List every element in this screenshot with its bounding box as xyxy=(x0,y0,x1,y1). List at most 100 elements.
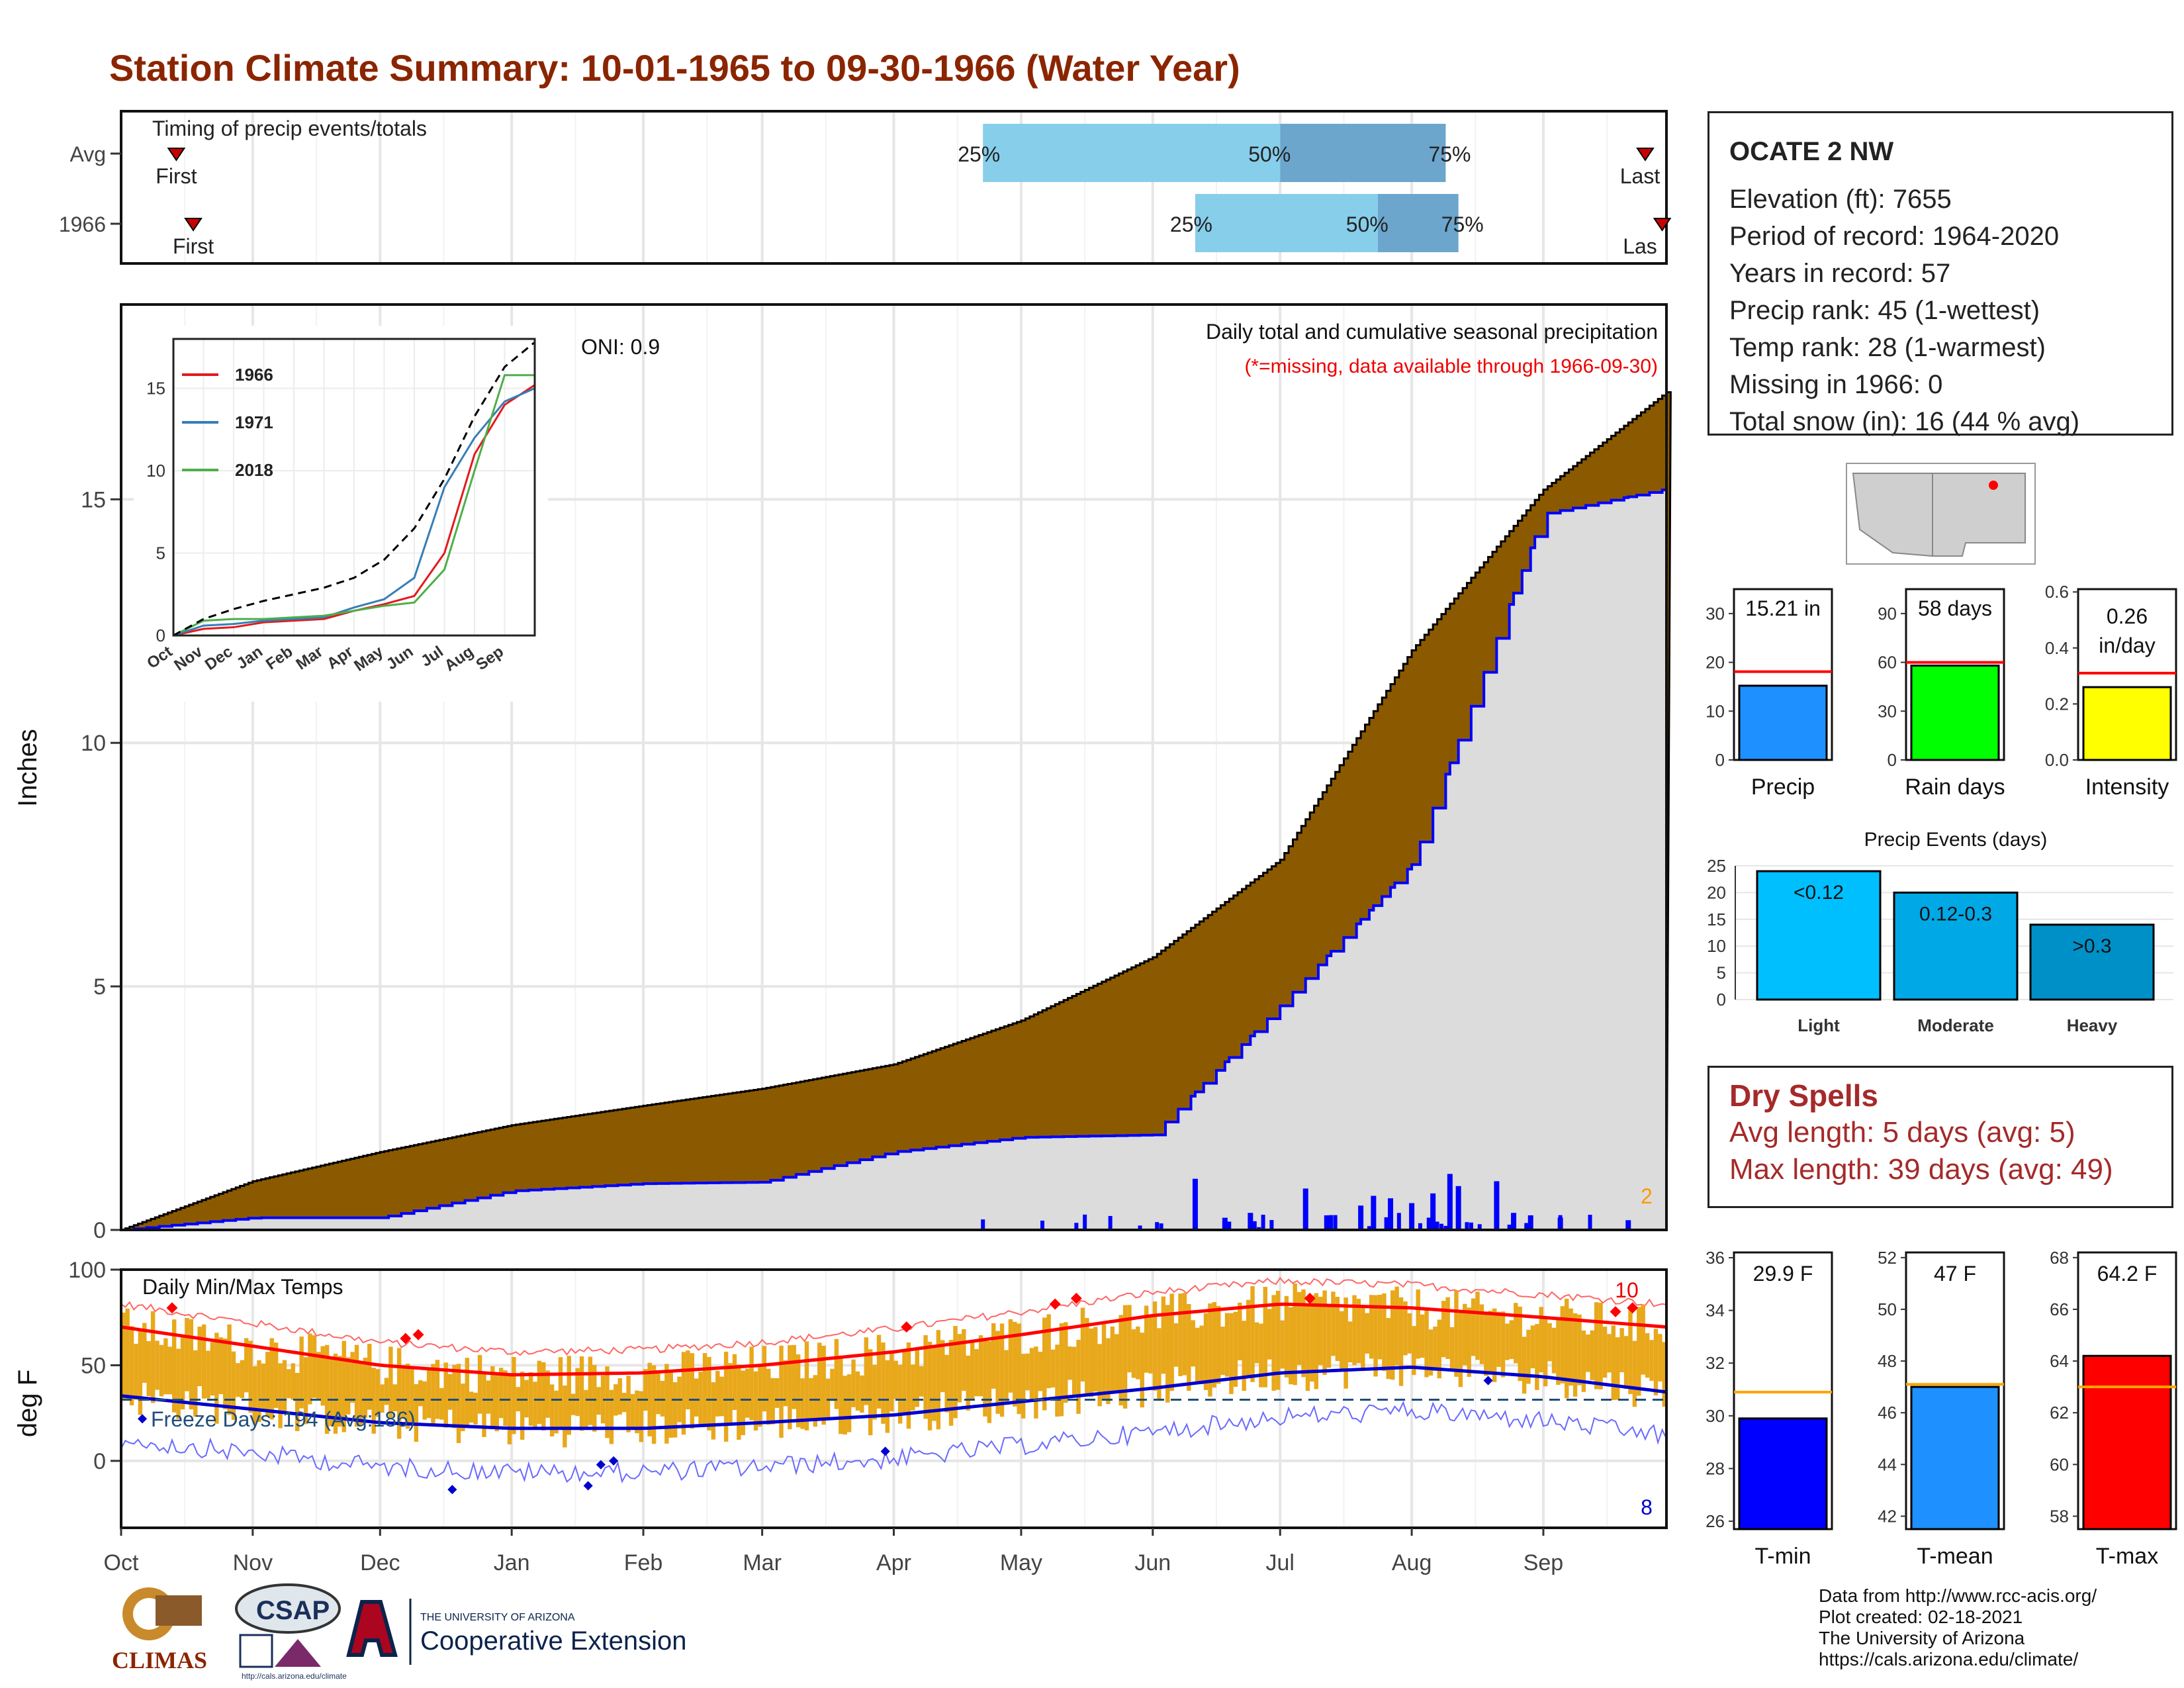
daily-temp-bar xyxy=(1398,1297,1404,1386)
daily-temp-bar xyxy=(1263,1287,1268,1387)
summary-y-tick: 60 xyxy=(1878,653,1897,673)
daily-temp-bar xyxy=(1463,1303,1467,1366)
daily-precip-bar xyxy=(1040,1220,1045,1230)
record-low-marker xyxy=(880,1446,890,1456)
daily-temp-bar xyxy=(1004,1350,1009,1402)
summary-y-tick: 52 xyxy=(1878,1248,1897,1268)
daily-temp-bar xyxy=(1122,1305,1128,1409)
month-label: Jan xyxy=(494,1550,530,1575)
daily-temp-bar xyxy=(1522,1336,1527,1394)
daily-temp-bar xyxy=(821,1345,826,1425)
daily-temp-bar xyxy=(1008,1319,1013,1393)
daily-temp-bar xyxy=(885,1360,890,1433)
daily-temp-bar xyxy=(643,1369,648,1411)
daily-temp-bar xyxy=(159,1344,164,1397)
daily-temp-bar xyxy=(796,1354,801,1428)
daily-temp-bar xyxy=(1293,1283,1297,1385)
quartile-label: 75% xyxy=(1428,142,1471,166)
daily-temp-bar xyxy=(948,1340,954,1426)
daily-temp-bar xyxy=(222,1338,228,1409)
last-marker xyxy=(1636,148,1655,162)
daily-temp-bar xyxy=(1458,1313,1463,1387)
first-label: First xyxy=(173,234,214,258)
last-marker xyxy=(1653,218,1672,232)
daily-precip-bar xyxy=(1439,1223,1444,1230)
last-label: Last xyxy=(1620,164,1661,188)
daily-temp-bar xyxy=(932,1346,936,1421)
inset-series-line xyxy=(173,341,535,637)
daily-temp-bar xyxy=(418,1380,423,1407)
daily-temp-bar xyxy=(702,1353,707,1425)
daily-temp-bar xyxy=(341,1340,346,1432)
daily-temp-bar xyxy=(431,1364,435,1426)
precip-panel-subtitle: (*=missing, data available through 1966-… xyxy=(1244,355,1658,377)
daily-temp-bar xyxy=(1187,1303,1191,1391)
daily-temp-bar xyxy=(1289,1307,1293,1385)
credit-line: The University of Arizona xyxy=(1819,1628,2025,1648)
daily-precip-bar xyxy=(1333,1215,1338,1230)
daily-temp-bar xyxy=(711,1382,716,1440)
daily-temp-bar xyxy=(584,1389,588,1427)
daily-temp-bar xyxy=(1433,1327,1437,1371)
daily-temp-bar xyxy=(614,1384,618,1416)
daily-temp-bar xyxy=(1152,1301,1158,1391)
daily-temp-bar xyxy=(1649,1340,1654,1381)
daily-temp-bar xyxy=(1602,1327,1608,1378)
daily-temp-bar xyxy=(1637,1307,1641,1396)
record-low-count: 8 xyxy=(1641,1495,1653,1519)
csap-logo-text: CSAP xyxy=(256,1596,330,1625)
daily-precip-bar xyxy=(1418,1223,1422,1230)
daily-temp-bar xyxy=(401,1365,406,1419)
dry-spells-title: Dry Spells xyxy=(1729,1078,1878,1113)
daily-precip-bar xyxy=(1447,1215,1452,1230)
daily-temp-bar xyxy=(278,1363,283,1429)
daily-temp-bar xyxy=(1416,1289,1420,1359)
temp-y-label: deg F xyxy=(13,1370,42,1437)
daily-temp-bar xyxy=(447,1374,453,1410)
ua-logo: THE UNIVERSITY OF ARIZONA Cooperative Ex… xyxy=(346,1599,686,1665)
daily-temp-bar xyxy=(477,1354,482,1414)
daily-temp-bar xyxy=(1535,1324,1539,1390)
daily-temp-bar xyxy=(626,1376,631,1432)
record-high-marker xyxy=(412,1329,424,1340)
daily-temp-bar xyxy=(694,1378,699,1417)
inset-y-tick: 5 xyxy=(156,543,165,563)
daily-temp-bar xyxy=(1496,1311,1501,1367)
daily-temp-bar xyxy=(138,1331,143,1415)
daily-precip-bar xyxy=(1524,1223,1529,1230)
record-low-line xyxy=(120,1400,1667,1483)
daily-temp-bar xyxy=(749,1346,754,1421)
daily-temp-bar xyxy=(1598,1302,1603,1389)
map-state-az xyxy=(1852,473,1933,557)
daily-temp-bar xyxy=(134,1344,138,1400)
daily-temp-bar xyxy=(991,1323,996,1389)
daily-precip-bar xyxy=(1261,1215,1265,1230)
daily-temp-bar xyxy=(1220,1327,1225,1376)
daily-temp-bar xyxy=(881,1342,886,1424)
summary-y-tick: 44 xyxy=(1878,1454,1897,1474)
daily-temp-bar xyxy=(227,1324,232,1415)
daily-temp-bar xyxy=(528,1372,533,1426)
daily-temp-bar xyxy=(1021,1354,1026,1419)
daily-temp-bar xyxy=(1509,1320,1514,1360)
avg-tmin-line xyxy=(120,1365,1667,1430)
daily-temp-bar xyxy=(1169,1293,1174,1391)
month-label: Jul xyxy=(1266,1550,1295,1575)
daily-temp-bar xyxy=(1212,1302,1217,1388)
daily-precip-bar xyxy=(1558,1215,1563,1230)
summary-bar xyxy=(1738,1417,1828,1530)
daily-temp-bar xyxy=(1301,1289,1306,1378)
precip-event-bar xyxy=(2029,923,2155,1001)
daily-temp-bar xyxy=(465,1358,470,1428)
daily-precip-bar xyxy=(1192,1178,1198,1230)
daily-temp-bar xyxy=(783,1360,788,1407)
daily-temp-bar xyxy=(1326,1306,1332,1368)
quartile-label: 50% xyxy=(1346,212,1388,236)
daily-temp-bar xyxy=(1365,1313,1369,1354)
daily-temp-bar xyxy=(269,1338,274,1420)
daily-temp-bar xyxy=(558,1357,563,1429)
temp-y-tick-label: 0 xyxy=(93,1449,106,1474)
y-tick-label: 10 xyxy=(81,731,106,756)
daily-precip-bar xyxy=(1269,1220,1274,1230)
dry-spells-box: Dry Spells Avg length: 5 days (avg: 5) M… xyxy=(1707,1066,2173,1208)
